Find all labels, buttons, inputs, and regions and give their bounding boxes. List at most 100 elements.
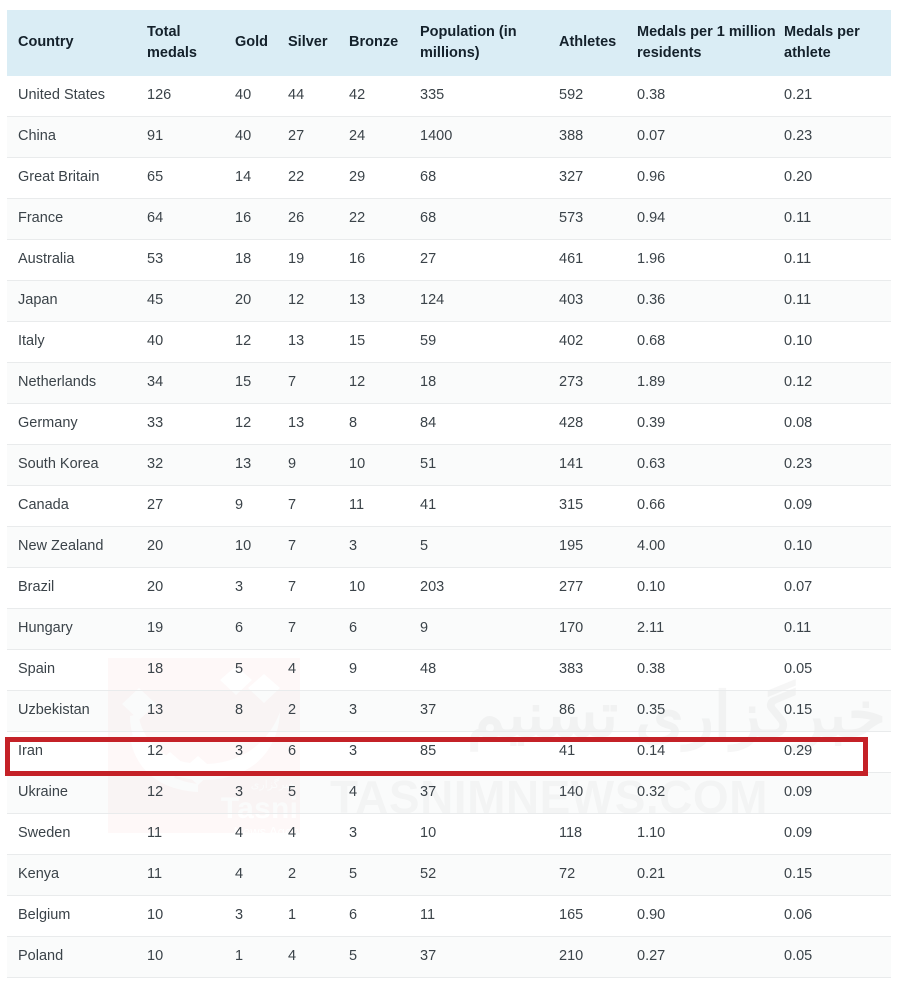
cell-gold: 12 xyxy=(235,403,288,445)
cell-total: 10 xyxy=(147,895,235,937)
cell-country: Netherlands xyxy=(7,362,147,404)
cell-gold: 15 xyxy=(235,362,288,404)
cell-silver: 12 xyxy=(288,280,349,322)
cell-perath: 0.12 xyxy=(784,362,891,404)
cell-country: New Zealand xyxy=(7,526,147,568)
table-row[interactable]: United States 126 40 44 42 335 592 0.38 0.21 xyxy=(7,76,891,117)
cell-country: United States xyxy=(7,76,147,117)
table-row[interactable]: Italy 40 12 13 15 59 402 0.68 0.10 xyxy=(7,321,891,363)
table-row[interactable]: France 64 16 26 22 68 573 0.94 0.11 xyxy=(7,198,891,240)
cell-pop: 48 xyxy=(420,649,559,691)
cell-permil: 1.96 xyxy=(637,239,784,281)
column-header-total[interactable]: Total medals xyxy=(147,10,235,76)
cell-bronze: 15 xyxy=(349,321,420,363)
table-row[interactable]: Netherlands 34 15 7 12 18 273 1.89 0.12 xyxy=(7,362,891,404)
table-row[interactable]: New Zealand 20 10 7 3 5 195 4.00 0.10 xyxy=(7,526,891,568)
cell-total: 12 xyxy=(147,772,235,814)
column-header-population[interactable]: Population (in millions) xyxy=(420,10,559,76)
cell-gold: 8 xyxy=(235,690,288,732)
cell-total: 91 xyxy=(147,116,235,158)
cell-athletes: 141 xyxy=(559,444,637,486)
cell-permil: 4.00 xyxy=(637,526,784,568)
cell-athletes: 72 xyxy=(559,854,637,896)
cell-silver: 4 xyxy=(288,936,349,978)
column-header-athletes[interactable]: Athletes xyxy=(559,10,637,76)
cell-country: China xyxy=(7,116,147,158)
cell-country: Sweden xyxy=(7,813,147,855)
table-row[interactable]: Ukraine 12 3 5 4 37 140 0.32 0.09 xyxy=(7,772,891,814)
table-row[interactable]: Belgium 10 3 1 6 11 165 0.90 0.06 xyxy=(7,895,891,937)
table-row[interactable]: Hungary 19 6 7 6 9 170 2.11 0.11 xyxy=(7,608,891,650)
table-row[interactable]: Australia 53 18 19 16 27 461 1.96 0.11 xyxy=(7,239,891,281)
cell-athletes: 273 xyxy=(559,362,637,404)
table-row[interactable]: Sweden 11 4 4 3 10 118 1.10 0.09 xyxy=(7,813,891,855)
cell-pop: 68 xyxy=(420,198,559,240)
table-row[interactable]: Germany 33 12 13 8 84 428 0.39 0.08 xyxy=(7,403,891,445)
cell-pop: 11 xyxy=(420,895,559,937)
cell-permil: 0.35 xyxy=(637,690,784,732)
cell-total: 33 xyxy=(147,403,235,445)
cell-perath: 0.09 xyxy=(784,813,891,855)
cell-athletes: 388 xyxy=(559,116,637,158)
table-row[interactable]: China 91 40 27 24 1400 388 0.07 0.23 xyxy=(7,116,891,158)
cell-perath: 0.06 xyxy=(784,895,891,937)
cell-gold: 4 xyxy=(235,854,288,896)
cell-silver: 1 xyxy=(288,895,349,937)
cell-permil: 0.39 xyxy=(637,403,784,445)
cell-country: Iran xyxy=(7,731,147,773)
cell-perath: 0.15 xyxy=(784,690,891,732)
cell-total: 12 xyxy=(147,731,235,773)
table-row[interactable]: Uzbekistan 13 8 2 3 37 86 0.35 0.15 xyxy=(7,690,891,732)
cell-perath: 0.11 xyxy=(784,608,891,650)
cell-perath: 0.11 xyxy=(784,280,891,322)
column-header-silver[interactable]: Silver xyxy=(288,10,349,76)
table-row[interactable]: Spain 18 5 4 9 48 383 0.38 0.05 xyxy=(7,649,891,691)
cell-bronze: 3 xyxy=(349,526,420,568)
cell-perath: 0.10 xyxy=(784,526,891,568)
table-row[interactable]: Japan 45 20 12 13 124 403 0.36 0.11 xyxy=(7,280,891,322)
table-row[interactable]: Great Britain 65 14 22 29 68 327 0.96 0.20 xyxy=(7,157,891,199)
table-row[interactable]: Poland 10 1 4 5 37 210 0.27 0.05 xyxy=(7,936,891,978)
cell-bronze: 29 xyxy=(349,157,420,199)
cell-athletes: 140 xyxy=(559,772,637,814)
table-row[interactable]: South Korea 32 13 9 10 51 141 0.63 0.23 xyxy=(7,444,891,486)
cell-permil: 0.66 xyxy=(637,485,784,527)
cell-athletes: 118 xyxy=(559,813,637,855)
column-header-country[interactable]: Country xyxy=(7,10,147,76)
cell-perath: 0.20 xyxy=(784,157,891,199)
column-header-medals-per-million[interactable]: Medals per 1 million residents xyxy=(637,10,784,76)
cell-bronze: 3 xyxy=(349,690,420,732)
cell-bronze: 6 xyxy=(349,608,420,650)
cell-silver: 27 xyxy=(288,116,349,158)
table-row[interactable]: Iran 12 3 6 3 85 41 0.14 0.29 xyxy=(7,731,891,773)
cell-perath: 0.23 xyxy=(784,116,891,158)
cell-perath: 0.29 xyxy=(784,731,891,773)
table-row[interactable]: Canada 27 9 7 11 41 315 0.66 0.09 xyxy=(7,485,891,527)
cell-athletes: 461 xyxy=(559,239,637,281)
cell-permil: 0.21 xyxy=(637,854,784,896)
cell-permil: 0.96 xyxy=(637,157,784,199)
cell-gold: 40 xyxy=(235,116,288,158)
cell-total: 40 xyxy=(147,321,235,363)
cell-gold: 3 xyxy=(235,895,288,937)
cell-gold: 9 xyxy=(235,485,288,527)
cell-country: Uzbekistan xyxy=(7,690,147,732)
cell-silver: 2 xyxy=(288,854,349,896)
cell-perath: 0.08 xyxy=(784,403,891,445)
cell-bronze: 8 xyxy=(349,403,420,445)
cell-permil: 1.10 xyxy=(637,813,784,855)
cell-perath: 0.11 xyxy=(784,239,891,281)
column-header-medals-per-athlete[interactable]: Medals per athlete xyxy=(784,10,891,76)
cell-country: France xyxy=(7,198,147,240)
column-header-bronze[interactable]: Bronze xyxy=(349,10,420,76)
table-row[interactable]: Brazil 20 3 7 10 203 277 0.10 0.07 xyxy=(7,567,891,609)
cell-gold: 5 xyxy=(235,649,288,691)
table-row[interactable]: Kenya 11 4 2 5 52 72 0.21 0.15 xyxy=(7,854,891,896)
cell-perath: 0.09 xyxy=(784,485,891,527)
cell-pop: 5 xyxy=(420,526,559,568)
column-header-gold[interactable]: Gold xyxy=(235,10,288,76)
cell-total: 19 xyxy=(147,608,235,650)
cell-bronze: 16 xyxy=(349,239,420,281)
cell-permil: 1.89 xyxy=(637,362,784,404)
cell-gold: 10 xyxy=(235,526,288,568)
